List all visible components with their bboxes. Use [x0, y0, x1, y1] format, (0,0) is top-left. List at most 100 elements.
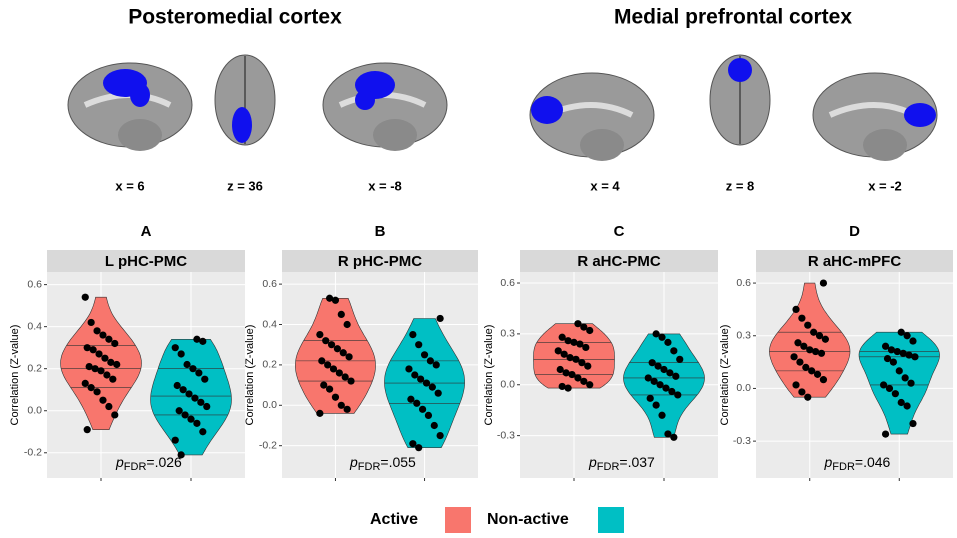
annotation-p: p	[115, 454, 124, 470]
data-point	[897, 328, 905, 336]
y-axis-label: Correlation (Z-value)	[719, 325, 731, 426]
data-point	[111, 339, 119, 348]
data-point	[574, 320, 582, 328]
data-point	[676, 355, 684, 363]
data-point	[316, 409, 324, 417]
data-point	[199, 337, 207, 345]
data-point	[187, 415, 195, 423]
data-point	[103, 371, 111, 379]
data-point	[432, 361, 440, 369]
panel-title: R pHC-PMC	[338, 253, 422, 270]
data-point	[345, 353, 353, 361]
data-point	[343, 320, 351, 329]
y-tick-label: 0.6	[500, 277, 515, 289]
data-point	[903, 332, 911, 340]
data-point	[586, 326, 594, 335]
data-point	[436, 314, 444, 323]
y-tick-label: -0.2	[24, 447, 42, 459]
y-tick-label: 0.0	[500, 379, 515, 391]
data-point	[326, 385, 334, 393]
legend-label: Non-active	[487, 511, 569, 528]
data-point	[331, 296, 340, 304]
data-point	[821, 335, 829, 343]
data-point	[111, 411, 119, 419]
data-point	[650, 377, 658, 385]
data-point	[411, 371, 419, 379]
data-point	[409, 440, 417, 448]
data-point	[804, 393, 812, 401]
data-point	[907, 379, 915, 387]
data-point	[83, 426, 91, 434]
y-tick-label: 0.2	[262, 359, 277, 371]
data-point	[660, 365, 668, 374]
y-tick-label: 0.0	[262, 399, 277, 411]
data-point	[658, 333, 666, 341]
data-point	[576, 340, 584, 348]
y-tick-label: 0.3	[736, 330, 751, 342]
violin	[858, 331, 940, 435]
data-point	[320, 381, 328, 389]
data-point	[817, 349, 826, 357]
data-point	[883, 354, 892, 363]
data-point	[405, 365, 413, 373]
strip	[520, 250, 718, 272]
data-point	[193, 335, 201, 343]
data-point	[909, 419, 917, 428]
data-point	[668, 387, 676, 396]
data-point	[578, 359, 586, 367]
y-tick-label: 0.6	[736, 277, 751, 289]
data-point	[903, 402, 911, 410]
data-point	[899, 349, 907, 357]
data-point	[568, 370, 576, 379]
data-point	[93, 327, 101, 335]
data-point	[189, 365, 197, 373]
data-point	[85, 362, 93, 371]
data-point	[329, 365, 338, 373]
data-point	[426, 357, 434, 365]
annotation-subscript: FDR	[124, 461, 147, 473]
data-point	[430, 421, 438, 430]
annotation: pFDR=.037	[588, 454, 655, 473]
data-point	[347, 377, 355, 385]
brain-image	[863, 129, 907, 161]
violin	[150, 339, 232, 456]
data-point	[409, 331, 417, 339]
data-point	[185, 390, 193, 398]
data-point	[885, 384, 894, 393]
data-point	[199, 428, 207, 436]
data-point	[420, 351, 429, 359]
activation-blob	[355, 90, 375, 110]
data-point	[337, 401, 345, 409]
annotation: pFDR=.055	[349, 454, 416, 473]
annotation-value: =.046	[855, 454, 891, 470]
violin	[60, 296, 142, 430]
data-point	[880, 381, 888, 389]
annotation-p: p	[588, 454, 597, 470]
data-point	[674, 391, 682, 399]
data-point	[664, 338, 672, 346]
data-point	[341, 373, 349, 381]
panel-label: A	[141, 223, 152, 240]
data-point	[813, 370, 822, 378]
data-point	[554, 347, 562, 355]
data-point	[173, 381, 181, 390]
data-point	[418, 405, 427, 413]
data-point	[183, 360, 191, 369]
data-point	[99, 396, 107, 404]
strip	[282, 250, 478, 272]
data-point	[819, 279, 828, 287]
data-point	[175, 407, 183, 415]
data-point	[652, 401, 660, 409]
data-point	[326, 294, 334, 302]
coordinate-label: x = 4	[590, 178, 620, 193]
violin	[533, 323, 615, 389]
data-point	[570, 338, 578, 346]
data-point	[564, 337, 572, 345]
data-point	[810, 328, 818, 336]
data-point	[558, 333, 566, 341]
annotation-subscript: FDR	[358, 461, 381, 473]
data-point	[897, 398, 905, 407]
y-tick-label: 0.6	[262, 278, 277, 290]
data-point	[197, 398, 205, 406]
